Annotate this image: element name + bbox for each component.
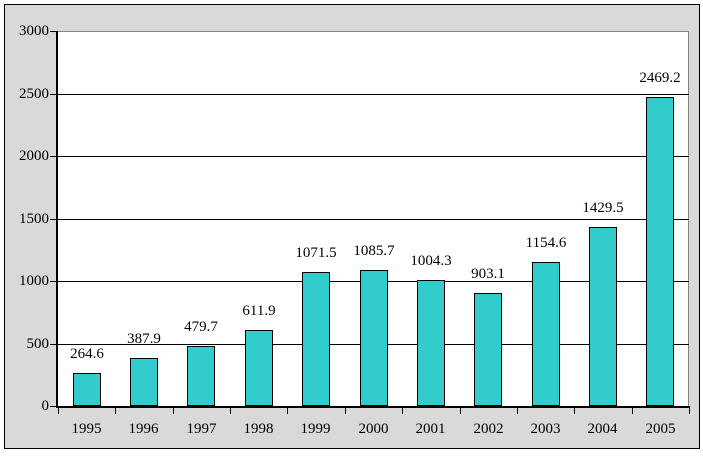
y-tick-label: 1500: [19, 211, 49, 227]
x-axis-tick: [689, 406, 690, 414]
bar-value-label: 479.7: [184, 319, 218, 335]
bar: [360, 270, 388, 406]
x-tick-label: 2000: [358, 421, 389, 437]
y-axis-tick: [50, 219, 58, 220]
y-axis-tick: [50, 94, 58, 95]
x-axis-tick: [115, 406, 116, 414]
bar: [417, 280, 445, 406]
x-tick-label: 2005: [645, 421, 676, 437]
bar-value-label: 1071.5: [295, 245, 337, 261]
bar-value-label: 1154.6: [525, 235, 567, 251]
bar: [187, 346, 215, 406]
x-axis-tick: [58, 406, 59, 414]
bar: [474, 293, 502, 406]
y-axis-tick: [50, 406, 58, 407]
gridline: [58, 156, 689, 157]
bar-value-label: 1085.7: [353, 243, 395, 259]
bar-value-label: 2469.2: [639, 70, 681, 86]
bar: [130, 358, 158, 406]
gridline: [58, 219, 689, 220]
y-axis-tick: [50, 31, 58, 32]
x-tick-label: 1996: [128, 421, 159, 437]
gridline: [58, 94, 689, 95]
y-tick-label: 2000: [19, 148, 49, 164]
x-axis-tick: [345, 406, 346, 414]
bar: [532, 262, 560, 406]
x-axis-tick: [287, 406, 288, 414]
y-axis-tick: [50, 344, 58, 345]
x-tick-label: 2002: [473, 421, 504, 437]
x-tick-label: 1998: [243, 421, 274, 437]
x-axis-tick: [574, 406, 575, 414]
x-axis-tick: [402, 406, 403, 414]
bar: [245, 330, 273, 406]
bar: [589, 227, 617, 406]
x-tick-label: 2003: [530, 421, 561, 437]
y-tick-label: 1000: [19, 273, 49, 289]
y-tick-label: 2500: [19, 86, 49, 102]
x-tick-label: 2001: [415, 421, 446, 437]
x-axis-tick: [517, 406, 518, 414]
bar-value-label: 1004.3: [410, 253, 452, 269]
bar: [73, 373, 101, 406]
bar-value-label: 903.1: [471, 266, 505, 282]
bar-value-label: 387.9: [127, 331, 161, 347]
bar-value-label: 1429.5: [582, 200, 624, 216]
x-tick-label: 1999: [300, 421, 331, 437]
x-tick-label: 1997: [186, 421, 217, 437]
x-axis-tick: [460, 406, 461, 414]
y-tick-label: 3000: [19, 23, 49, 39]
bar: [646, 97, 674, 406]
y-tick-label: 0: [41, 398, 50, 414]
bar: [302, 272, 330, 406]
x-axis: [56, 406, 689, 408]
x-axis-tick: [173, 406, 174, 414]
bar-value-label: 264.6: [70, 346, 104, 362]
x-axis-tick: [632, 406, 633, 414]
x-axis-tick: [230, 406, 231, 414]
x-tick-label: 2004: [587, 421, 618, 437]
bar-value-label: 611.9: [242, 303, 276, 319]
y-axis-tick: [50, 281, 58, 282]
x-tick-label: 1995: [71, 421, 102, 437]
y-tick-label: 500: [26, 336, 50, 352]
chart-frame: 0 500 1000 1500 2000 2500 3000 264.6 1995 387.9 19…: [4, 4, 700, 449]
y-axis-tick: [50, 156, 58, 157]
